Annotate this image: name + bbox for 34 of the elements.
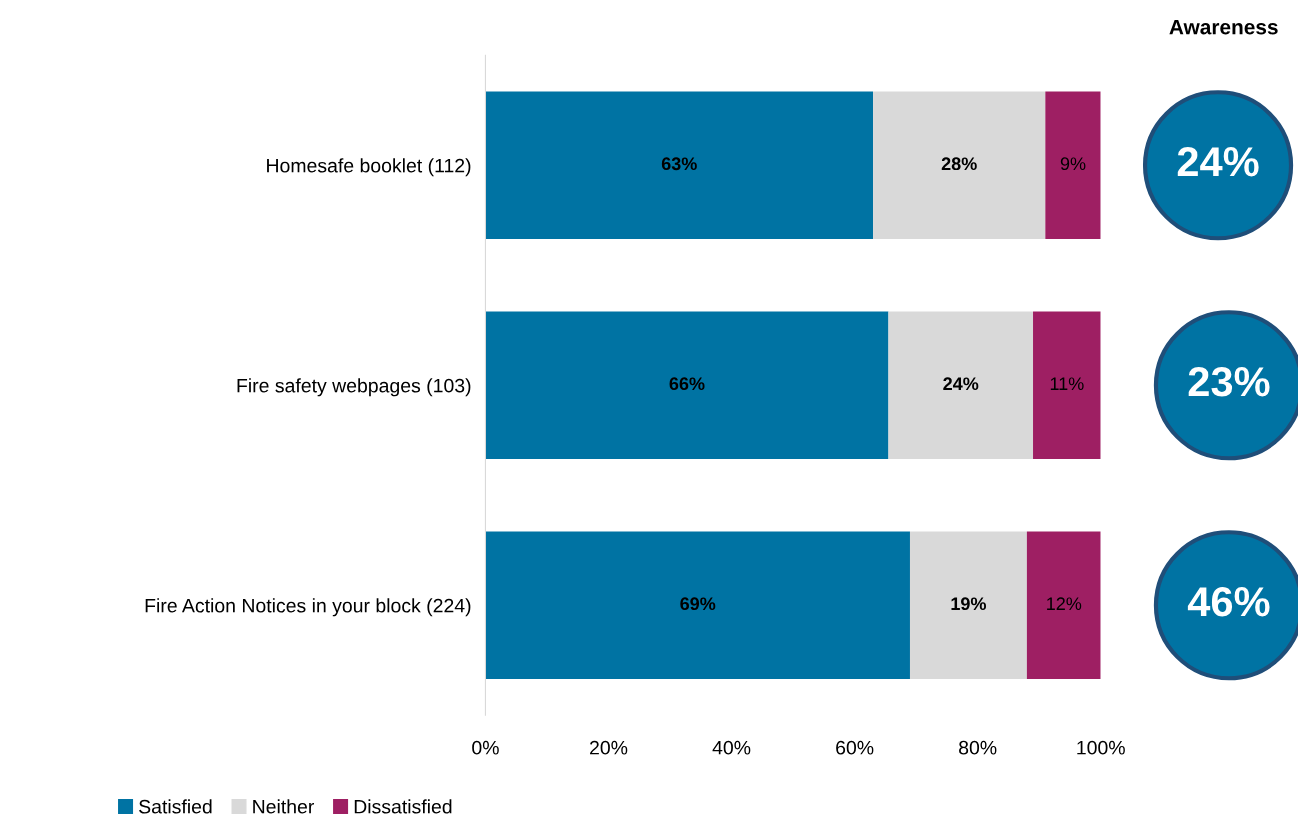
bar [909,531,1027,679]
bar [1045,91,1101,239]
data-label: 28% [941,157,977,171]
y-tick-label: Homesafe booklet (112) [267,158,471,177]
legend-label: Satisfied [139,799,212,814]
text: 23% [1188,366,1270,397]
bar [888,311,1034,459]
data-label: 63% [661,157,697,171]
data-label: 66% [669,377,705,391]
bar [485,531,910,679]
x-tick-label: 60% [836,740,874,755]
x-tick-label: 20% [590,740,628,755]
legend-label: Dissatisfied [354,799,452,814]
data-label: 11% [1050,377,1084,391]
data-label: 19% [951,597,987,611]
legend-label: Neither [253,799,315,814]
x-tick-label: 80% [959,740,997,755]
x-tick-label: 40% [712,740,751,755]
data-label: 9% [1060,157,1086,171]
text: Awareness [1169,19,1278,35]
data-label: 69% [680,597,716,611]
text: 46% [1187,586,1270,617]
bar [485,311,889,459]
data-label: 24% [943,377,979,391]
text: 24% [1177,146,1259,177]
data-label: 12% [1047,597,1082,611]
bar [1033,311,1101,459]
y-tick-label: Fire Action Notices in your block (224) [145,598,471,617]
y-tick-label: Fire safety webpages (103) [237,378,471,397]
bar [873,91,1046,239]
bar [1026,531,1101,679]
bar [485,91,874,239]
x-tick-label: 100% [1077,740,1125,755]
x-tick-label: 0% [472,740,499,755]
